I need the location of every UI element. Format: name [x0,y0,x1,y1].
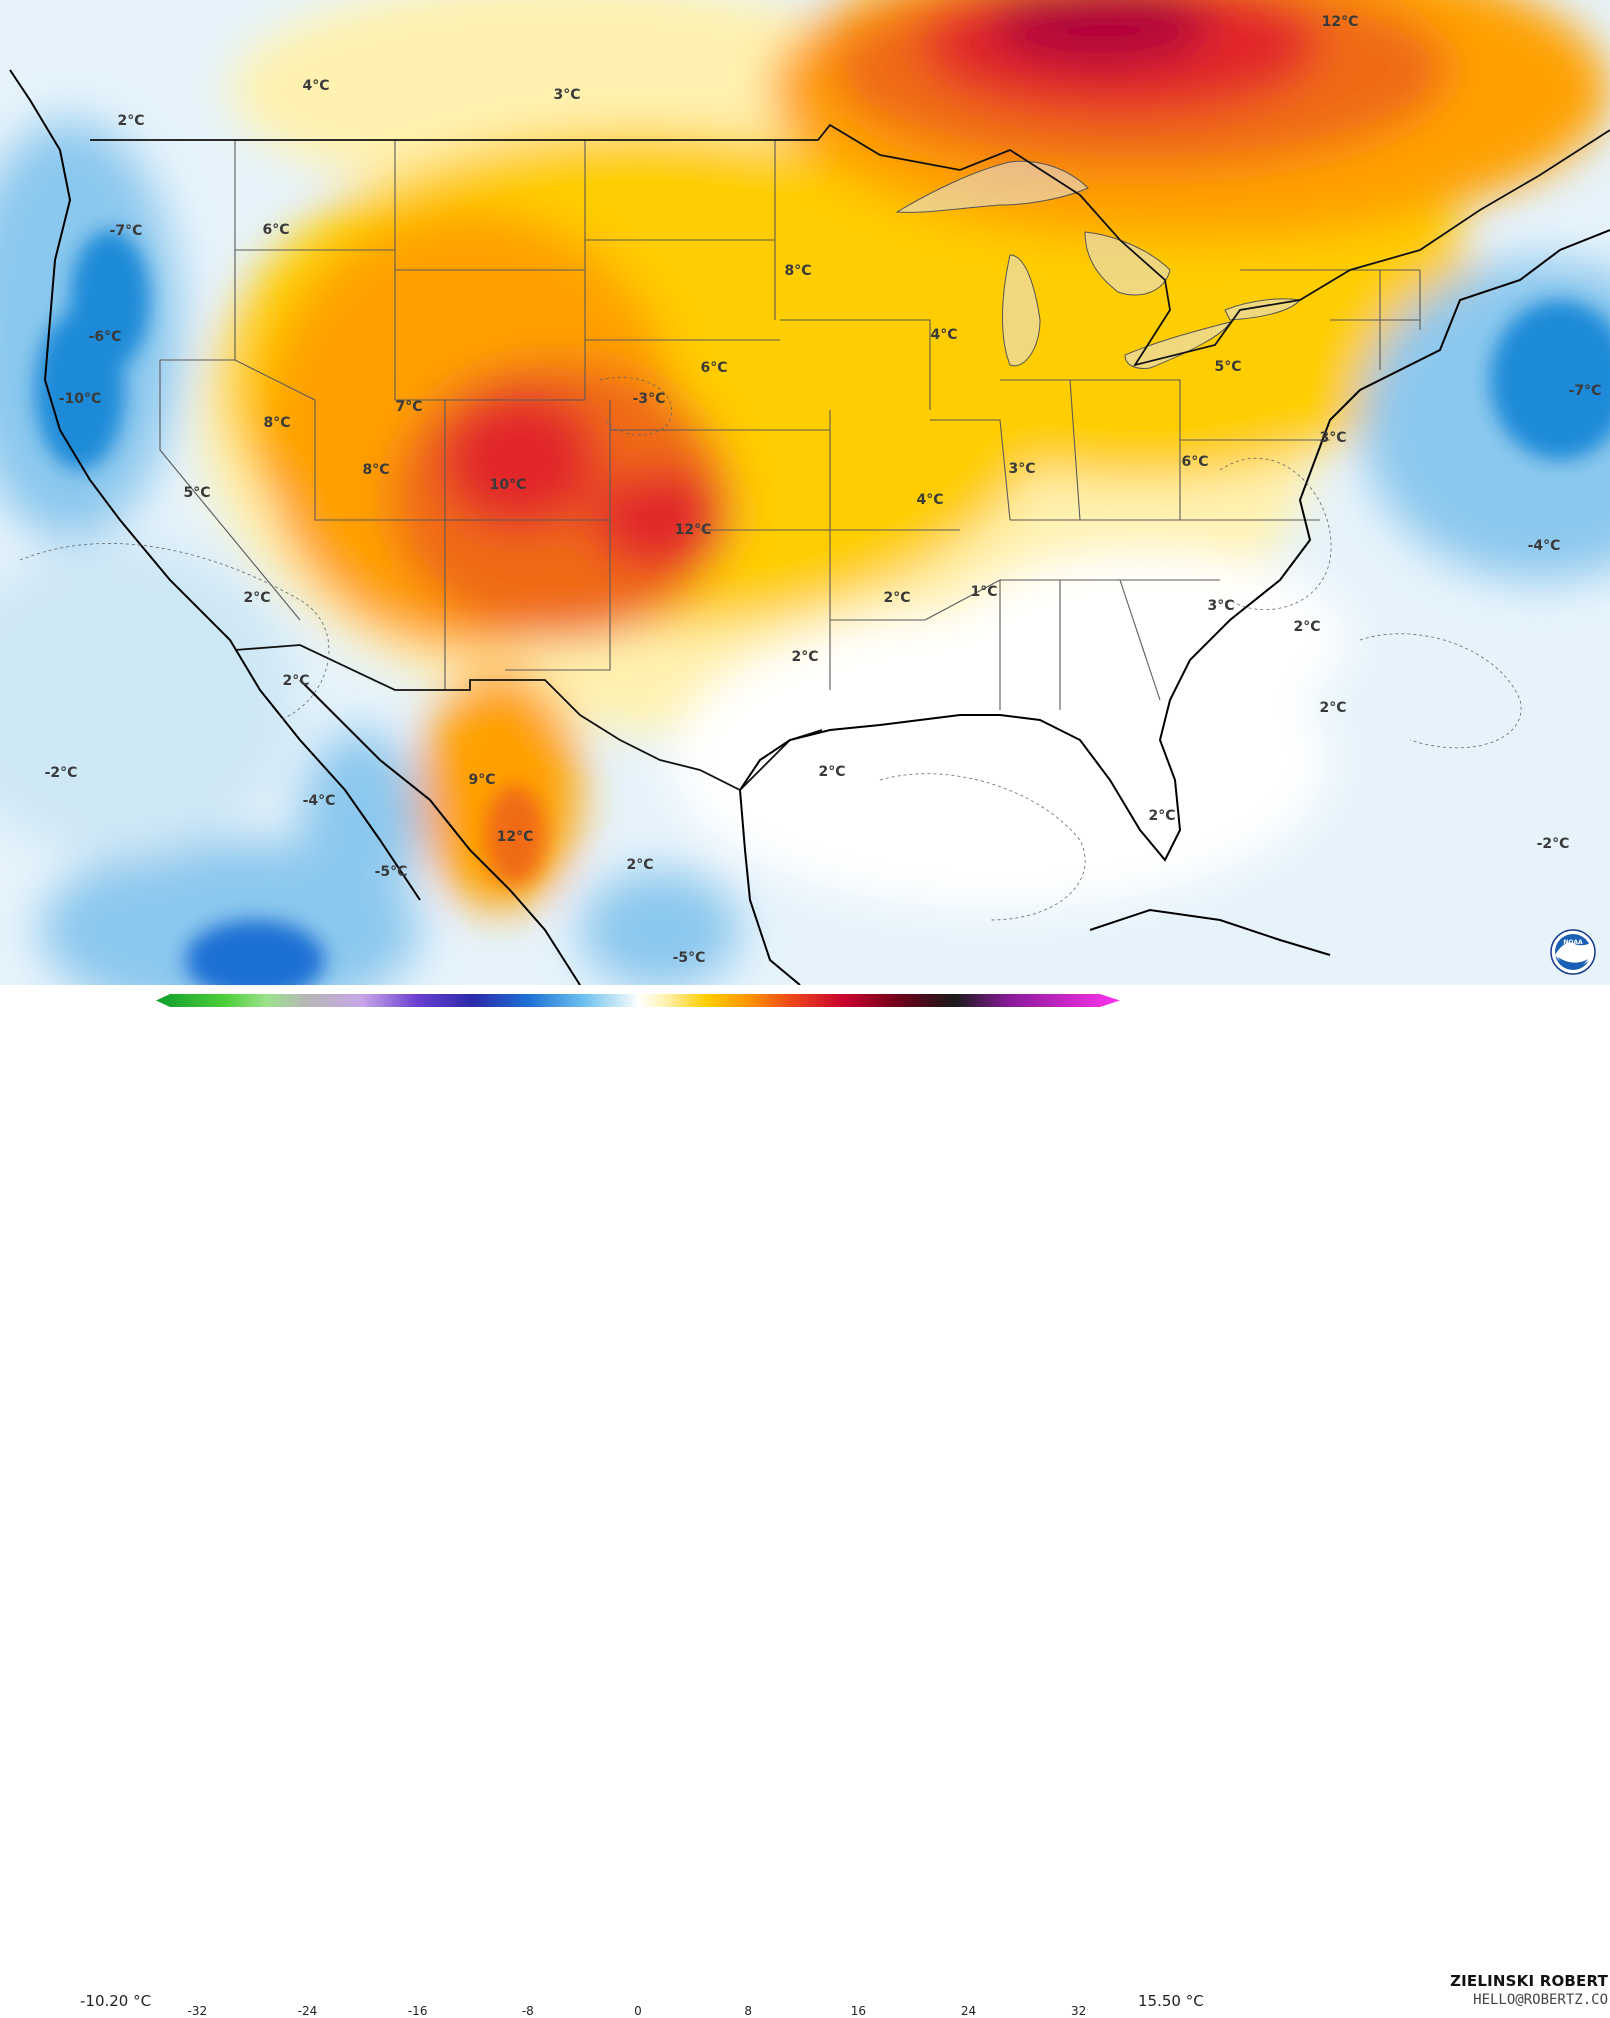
lake-superior [895,160,1089,213]
legend-tick-label: -32 [187,2004,208,2018]
legend-colorbar [156,994,1120,1007]
author-name: ZIELINSKI ROBERT [1450,1972,1608,1990]
legend-tick-label: 0 [634,2004,642,2018]
hotter-area-newmexico [590,470,730,570]
lake-michigan [1002,254,1041,367]
legend-tick-label: -24 [297,2004,318,2018]
anomaly-field [0,0,1610,985]
legend-colorbar-shape [156,994,1120,1007]
legend-max-value: 15.50 °C [1138,1992,1204,2010]
state-borders [159,140,1421,710]
cold-core-oregon [70,230,150,370]
contour-lines [19,377,1522,921]
pacific-coast [9,69,421,901]
border-us-mexico [234,644,823,792]
lake-huron [1084,231,1171,296]
hottest-area-canada [990,0,1210,65]
noaa-logo: NOAA [1550,929,1596,975]
hot-core-mexico [485,785,545,885]
border-us-canada [90,123,1610,367]
legend-tick-label: 16 [850,2004,866,2018]
legend-tick-label: 24 [960,2004,977,2018]
cold-core-baja [185,920,325,985]
legend-tick-label: 8 [744,2004,752,2018]
national-borders [90,123,1610,792]
great-lakes [895,160,1301,369]
legend-footer: -10.20 °C -32 -24 -16 -8 0 8 16 24 32 15.50 °C Z… [0,985,1610,2018]
map-canvas [0,0,1610,985]
cold-area-central-mexico [580,870,740,985]
mexico-west-coast [299,679,581,985]
author-email: HELLO@ROBERTZ.CO [1473,1992,1608,2008]
gulf-coast [739,699,1182,862]
coastlines [9,69,1610,985]
cold-area-east-pacific [0,540,300,860]
neutral-area-gulf [950,550,1350,730]
lake-erie [1124,321,1231,369]
legend-min-value: -10.20 °C [80,1992,152,2010]
cuba-coast [1089,908,1331,956]
legend-tick-label: 32 [1071,2004,1087,2018]
mexico-gulf-coast [739,789,801,985]
temperature-anomaly-map: 4°C 3°C 12°C 2°C -7°C 6°C 8°C -6°C 6°C 4… [0,0,1610,985]
hotter-area-colorado [440,390,600,530]
atlantic-coast [1169,229,1610,701]
legend-tick-label: -8 [521,2004,534,2018]
legend-tick-label: -16 [407,2004,428,2018]
cold-area-gulf-of-california [300,730,420,910]
cold-core-atlantic [1490,300,1610,460]
svg-text:NOAA: NOAA [1563,939,1583,946]
